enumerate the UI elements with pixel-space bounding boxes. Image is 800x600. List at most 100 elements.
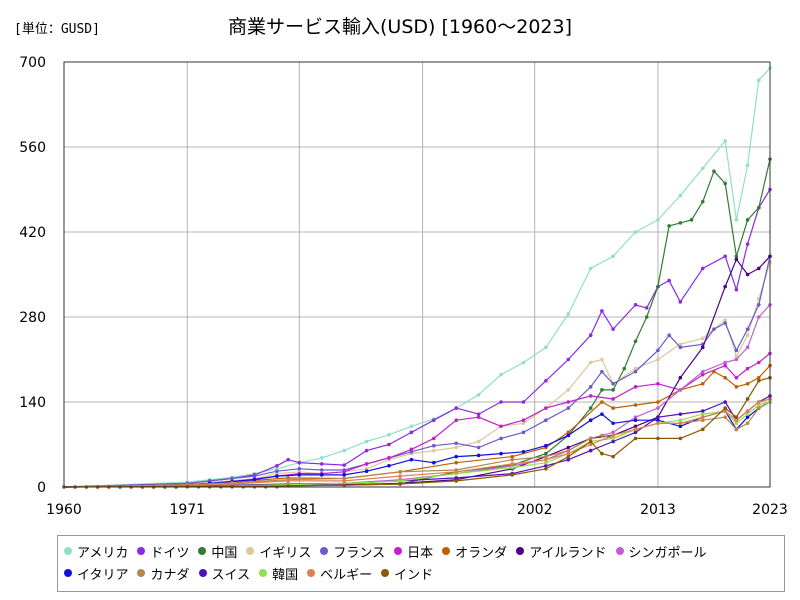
series-layer bbox=[62, 66, 772, 489]
data-point bbox=[745, 333, 750, 338]
series-line bbox=[63, 67, 771, 488]
data-point bbox=[723, 363, 727, 368]
y-tick-label: 700 bbox=[19, 55, 46, 71]
data-point bbox=[275, 474, 279, 478]
data-point bbox=[734, 418, 739, 423]
data-point bbox=[656, 348, 660, 353]
legend-item: ドイツ bbox=[137, 540, 189, 562]
data-point bbox=[678, 375, 683, 380]
data-point bbox=[656, 357, 660, 362]
data-point bbox=[342, 448, 346, 453]
data-point bbox=[633, 427, 638, 432]
data-point bbox=[611, 381, 615, 386]
data-point bbox=[667, 278, 671, 283]
x-tick-label: 1960 bbox=[46, 502, 82, 518]
legend-marker bbox=[198, 569, 207, 577]
data-point bbox=[678, 342, 683, 347]
data-point bbox=[712, 169, 716, 174]
x-tick-label: 2023 bbox=[752, 502, 788, 518]
legend-label: インド bbox=[394, 567, 434, 583]
data-point bbox=[723, 318, 727, 322]
data-point bbox=[566, 400, 571, 404]
legend-label: カナダ bbox=[150, 567, 190, 583]
data-point bbox=[656, 406, 660, 410]
data-point bbox=[745, 242, 750, 246]
data-point bbox=[611, 436, 615, 441]
data-point bbox=[756, 303, 761, 307]
data-point bbox=[499, 400, 503, 404]
legend-marker bbox=[442, 547, 451, 555]
data-point bbox=[588, 436, 593, 441]
data-point bbox=[510, 454, 515, 459]
data-point bbox=[286, 457, 290, 462]
data-point bbox=[499, 436, 503, 441]
data-point bbox=[611, 327, 615, 331]
data-point bbox=[499, 424, 503, 429]
data-point bbox=[544, 454, 548, 459]
data-point bbox=[678, 418, 683, 423]
data-point bbox=[678, 421, 683, 426]
data-point bbox=[398, 474, 402, 478]
data-point bbox=[342, 479, 346, 483]
data-point bbox=[678, 300, 683, 304]
legend-marker bbox=[615, 547, 624, 555]
data-point bbox=[364, 448, 369, 453]
data-point bbox=[712, 369, 716, 374]
data-point bbox=[600, 433, 604, 438]
data-point bbox=[644, 315, 649, 319]
data-point bbox=[454, 479, 459, 483]
data-point bbox=[689, 218, 694, 222]
y-tick-label: 280 bbox=[19, 310, 46, 326]
data-point bbox=[342, 470, 346, 474]
legend-marker bbox=[137, 569, 146, 577]
data-point bbox=[656, 400, 660, 404]
data-point bbox=[611, 406, 615, 410]
data-point bbox=[700, 345, 705, 350]
legend-item: オランダ bbox=[442, 540, 507, 562]
data-point bbox=[600, 400, 604, 404]
data-point bbox=[633, 339, 638, 344]
data-point bbox=[656, 284, 660, 289]
data-point bbox=[700, 266, 705, 271]
data-point bbox=[611, 397, 615, 401]
data-point bbox=[409, 424, 414, 429]
data-point bbox=[252, 474, 257, 478]
data-point bbox=[734, 421, 739, 426]
data-point bbox=[275, 463, 279, 468]
data-point bbox=[700, 381, 705, 386]
data-point bbox=[600, 388, 604, 392]
data-point bbox=[387, 442, 391, 447]
y-tick-label: 560 bbox=[19, 140, 46, 156]
data-point bbox=[566, 451, 571, 456]
data-point bbox=[756, 406, 761, 410]
legend-marker bbox=[259, 569, 268, 577]
data-point bbox=[734, 385, 739, 389]
data-point bbox=[678, 221, 683, 225]
data-point bbox=[700, 166, 705, 171]
data-point bbox=[723, 321, 727, 325]
data-point bbox=[734, 354, 739, 359]
plot-frame bbox=[63, 61, 771, 488]
legend-label: オランダ bbox=[455, 545, 508, 561]
data-point bbox=[633, 430, 638, 435]
data-point bbox=[723, 254, 727, 259]
legend-marker bbox=[198, 547, 207, 555]
legend-item: カナダ bbox=[137, 562, 190, 584]
data-point bbox=[644, 306, 649, 310]
data-point bbox=[678, 345, 683, 350]
series-15 bbox=[62, 375, 772, 489]
legend-label: アメリカ bbox=[77, 545, 129, 561]
data-point bbox=[566, 454, 571, 459]
data-point bbox=[756, 78, 761, 83]
data-point bbox=[588, 333, 593, 338]
data-point bbox=[588, 448, 593, 453]
legend-label: 中国 bbox=[211, 545, 238, 561]
data-point bbox=[700, 418, 705, 423]
plot-area bbox=[64, 62, 770, 487]
data-point bbox=[510, 465, 515, 470]
data-point bbox=[521, 430, 526, 435]
legend-item: 韓国 bbox=[259, 562, 298, 584]
data-point bbox=[667, 333, 671, 338]
data-point bbox=[566, 448, 571, 453]
